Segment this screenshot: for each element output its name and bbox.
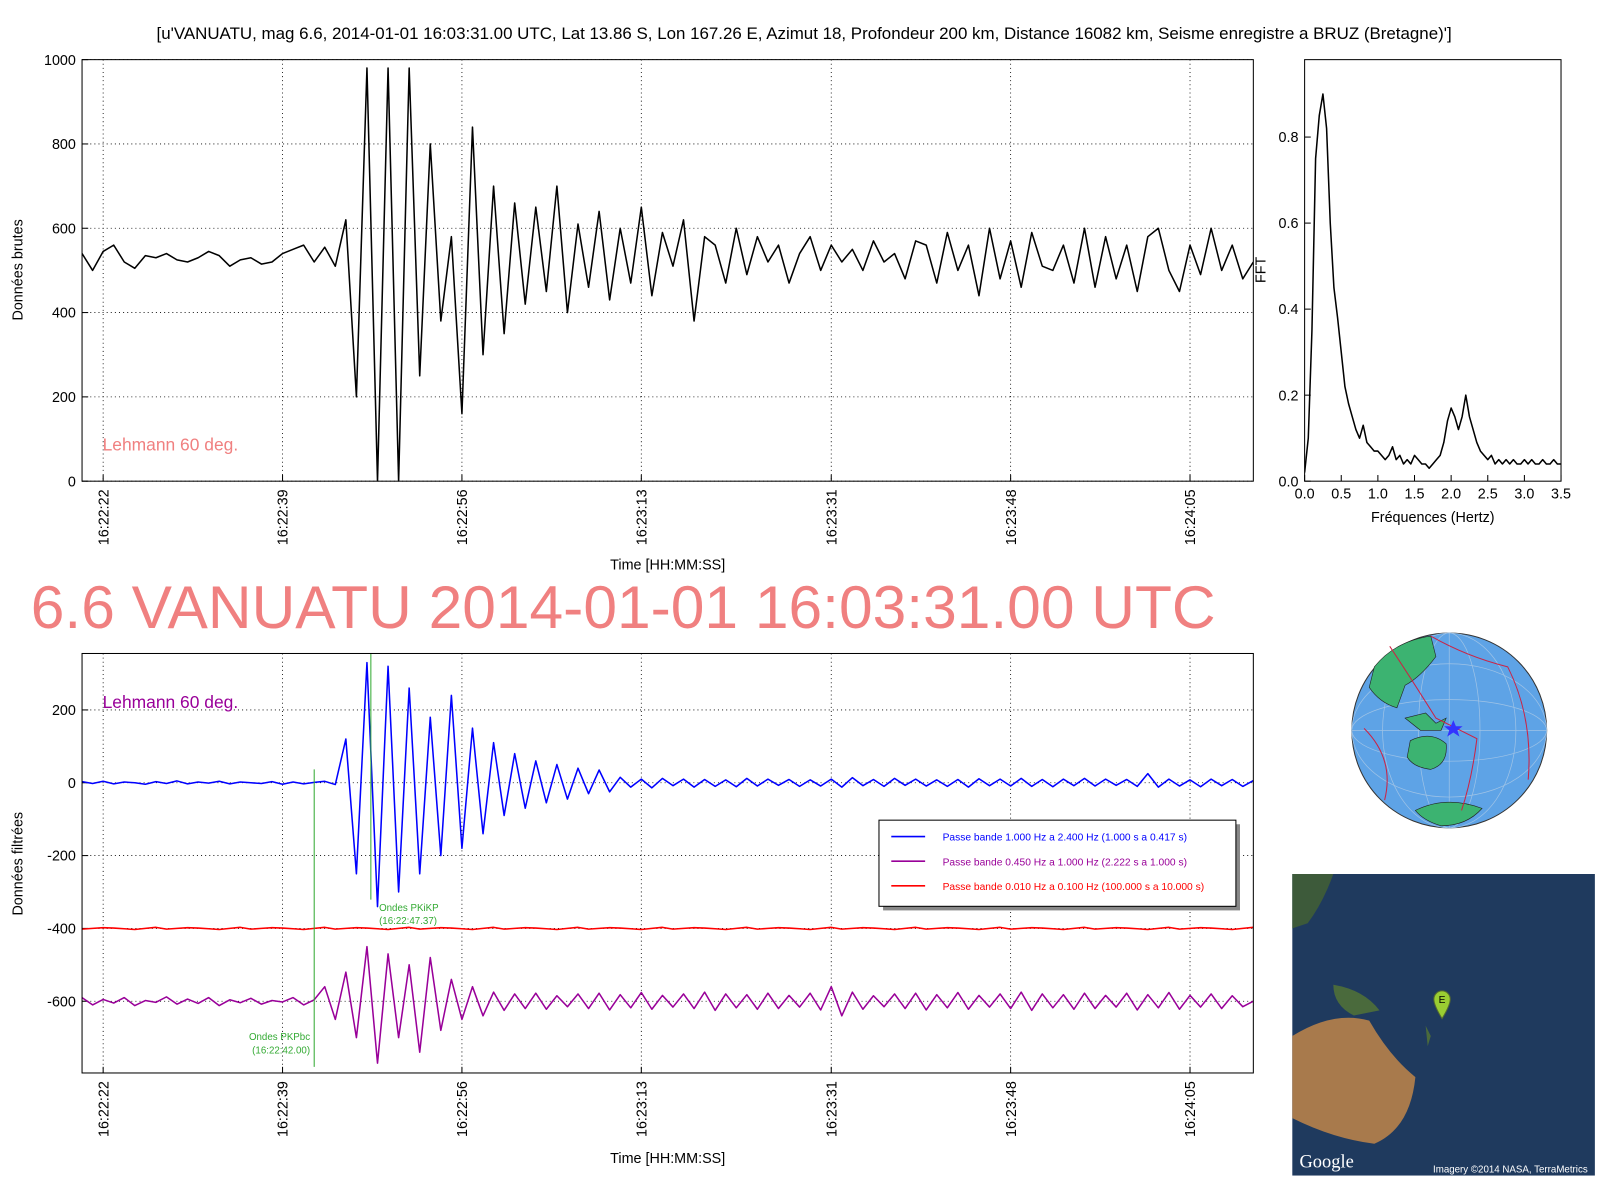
x-tick-label: 16:22:39 (276, 1081, 292, 1137)
y-axis-label: FFT (1254, 257, 1270, 284)
x-tick-label: 2.5 (1478, 487, 1498, 503)
x-axis-label: Time [HH:MM:SS] (610, 1151, 725, 1167)
y-tick-label: 0.4 (1279, 302, 1299, 318)
x-tick-label: 0.0 (1295, 487, 1315, 503)
x-tick-label: 1.5 (1405, 487, 1425, 503)
map-attribution: Imagery ©2014 NASA, TerraMetrics (1433, 1164, 1588, 1175)
x-tick-label: 1.0 (1368, 487, 1388, 503)
event-label: Ondes PKiKP (379, 903, 439, 914)
x-tick-label: 16:22:56 (455, 489, 471, 545)
x-tick-label: 2.0 (1441, 487, 1461, 503)
x-tick-label: 3.0 (1514, 487, 1534, 503)
y-axis-label: Données filtrées (11, 812, 27, 916)
series-line (1304, 93, 1562, 473)
y-tick-label: 0.0 (1279, 474, 1299, 490)
x-tick-label: 16:23:31 (824, 1081, 840, 1137)
plot-frame (1304, 59, 1562, 482)
x-tick-label: 0.5 (1331, 487, 1351, 503)
y-tick-label: 0 (68, 776, 76, 792)
y-tick-label: 0.8 (1279, 130, 1299, 146)
y-tick-label: 200 (52, 390, 76, 406)
x-tick-label: 16:23:48 (1004, 1081, 1020, 1137)
x-tick-label: 3.5 (1551, 487, 1571, 503)
legend-label: Passe bande 0.450 Hz a 1.000 Hz (2.222 s… (943, 857, 1187, 868)
x-axis-label: Time [HH:MM:SS] (610, 557, 725, 573)
y-tick-label: 400 (52, 306, 76, 322)
annotation: Lehmann 60 deg. (103, 692, 239, 712)
x-tick-label: 16:22:22 (96, 489, 112, 545)
y-tick-label: 0.6 (1279, 216, 1299, 232)
headline: 6.6 VANUATU 2014-01-01 16:03:31.00 UTC (31, 573, 1216, 641)
x-tick-label: 16:22:39 (276, 489, 292, 545)
figure-title: [u'VANUATU, mag 6.6, 2014-01-01 16:03:31… (157, 24, 1452, 43)
event-time: (16:22:42.00) (252, 1045, 310, 1056)
x-tick-label: 16:22:22 (96, 1081, 112, 1137)
plot-frame (81, 652, 1254, 1074)
y-tick-label: 600 (52, 221, 76, 237)
plot-area (1304, 59, 1562, 482)
y-tick-label: 0.2 (1279, 388, 1299, 404)
x-axis-label: Fréquences (Hertz) (1371, 510, 1495, 526)
x-tick-label: 16:24:05 (1183, 1081, 1199, 1137)
plot-area (82, 59, 1254, 482)
y-tick-label: 0 (68, 474, 76, 490)
map: E Google Imagery ©2014 NASA, TerraMetric… (1292, 874, 1595, 1176)
event-label: Ondes PKPbc (249, 1032, 310, 1043)
globe (1351, 632, 1548, 829)
x-tick-label: 16:23:13 (634, 1081, 650, 1137)
x-tick-label: 16:23:48 (1004, 489, 1020, 545)
y-tick-label: 200 (52, 703, 76, 719)
map-logo: Google (1299, 1151, 1353, 1171)
y-axis-label: Données brutes (11, 219, 27, 320)
y-tick-label: 800 (52, 137, 76, 153)
legend-label: Passe bande 1.000 Hz a 2.400 Hz (1.000 s… (943, 833, 1187, 844)
x-tick-label: 16:23:31 (824, 489, 840, 545)
y-tick-label: -200 (47, 849, 76, 865)
legend (878, 819, 1237, 907)
y-tick-label: -400 (47, 922, 76, 938)
x-tick-label: 16:23:13 (634, 489, 650, 545)
legend-label: Passe bande 0.010 Hz a 0.100 Hz (100.000… (943, 882, 1205, 893)
annotation: Lehmann 60 deg. (103, 434, 239, 454)
series-line (82, 67, 1254, 482)
series-line (82, 926, 1254, 931)
x-tick-label: 16:22:56 (455, 1081, 471, 1137)
map-marker-label: E (1439, 995, 1446, 1006)
y-tick-label: 1000 (44, 53, 76, 69)
series-line (82, 945, 1254, 1064)
x-tick-label: 16:24:05 (1183, 489, 1199, 545)
event-time: (16:22:47.37) (379, 916, 437, 927)
y-tick-label: -600 (47, 994, 76, 1010)
series-line (82, 661, 1254, 908)
plot-frame (81, 59, 1254, 482)
